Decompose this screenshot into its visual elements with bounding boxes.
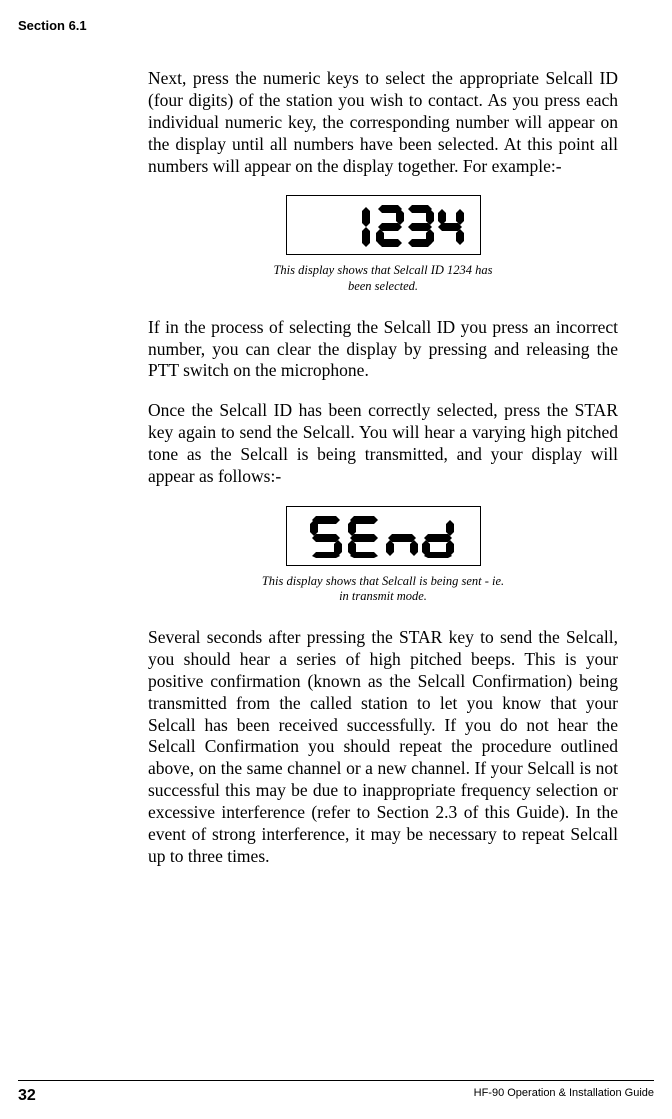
caption-1-line-1: This display shows that Selcall ID 1234 … xyxy=(273,263,492,277)
section-header: Section 6.1 xyxy=(18,18,87,33)
footer-divider xyxy=(18,1080,654,1081)
page-content: Next, press the numeric keys to select t… xyxy=(148,68,618,886)
paragraph-2: If in the process of selecting the Selca… xyxy=(148,317,618,383)
seven-seg-send-icon xyxy=(308,514,458,558)
paragraph-1: Next, press the numeric keys to select t… xyxy=(148,68,618,177)
paragraph-3: Once the Selcall ID has been correctly s… xyxy=(148,400,618,488)
lcd-display-send xyxy=(286,506,481,566)
page-footer: 32 HF-90 Operation & Installation Guide xyxy=(0,1080,672,1105)
seven-seg-1234-icon xyxy=(340,203,470,247)
guide-name: HF-90 Operation & Installation Guide xyxy=(474,1087,654,1105)
caption-1: This display shows that Selcall ID 1234 … xyxy=(243,263,523,294)
seven-seg-digits xyxy=(340,203,470,247)
caption-1-line-2: been selected. xyxy=(348,279,418,293)
caption-2-line-1: This display shows that Selcall is being… xyxy=(262,574,504,588)
lcd-display-1234 xyxy=(286,195,481,255)
page-number: 32 xyxy=(18,1087,36,1105)
caption-2-line-2: in transmit mode. xyxy=(339,589,427,603)
paragraph-4: Several seconds after pressing the STAR … xyxy=(148,627,618,868)
caption-2: This display shows that Selcall is being… xyxy=(243,574,523,605)
